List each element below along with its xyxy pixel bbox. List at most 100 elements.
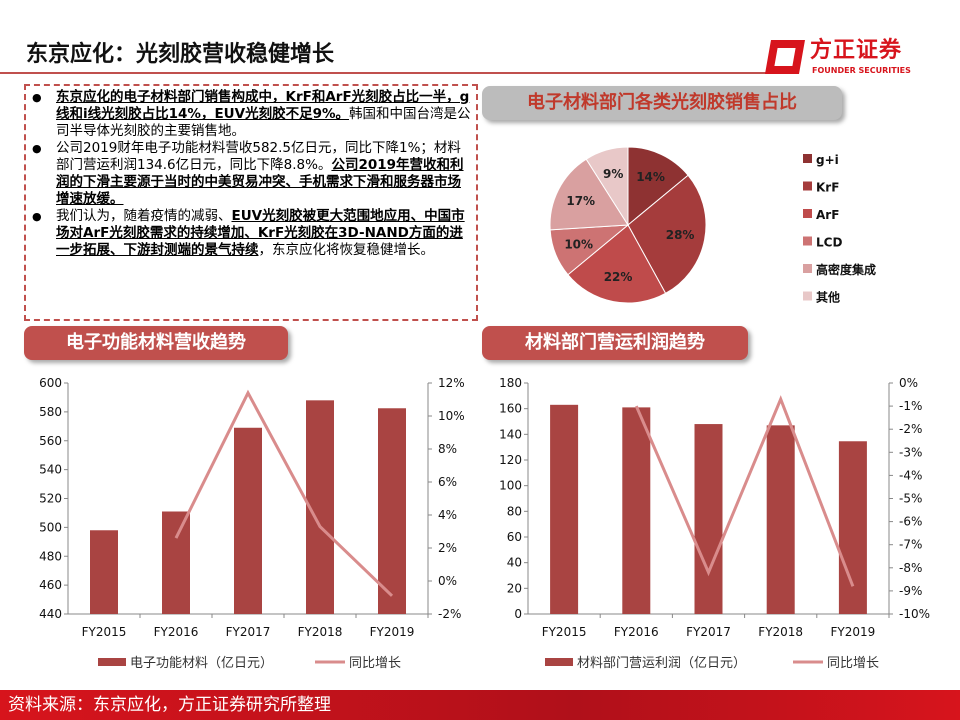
pie-data-label: 14% [636,170,665,184]
x-tick-label: FY2016 [614,625,659,639]
x-tick-label: FY2017 [686,625,731,639]
pie-slice [627,174,707,295]
y-tick-label: 460 [39,578,62,592]
x-tick-label: FY2019 [370,625,415,639]
y2-tick-label: 6% [438,475,457,489]
y-tick-label: 540 [39,463,62,477]
bullet-text: 东京应化的电子材料部门销售构成中，KrF和ArF光刻胶占比一半，g线和i线光刻胶… [56,89,470,122]
growth-line [634,395,855,587]
profit-chart: 180 160 140 120 100 80 60 40 20 0 0% -1% -2% -3% -4% -5… [499,376,930,671]
title-divider [0,72,770,74]
y2-tick-label: -2% [438,607,461,621]
bar [766,425,795,614]
y2-tick-label: -1% [899,399,922,413]
growth-line [174,389,394,597]
legend-line-label: 同比增长 [827,656,879,671]
y2-tick-label: 0% [438,574,457,588]
y2-tick-label: 4% [438,508,457,522]
y2-tick-label: -2% [899,422,922,436]
y2-tick-label: 10% [438,409,465,423]
page-title: 东京应化：光刻胶营收稳健增长 [26,42,335,67]
bar [162,511,190,614]
y-tick-label: 560 [39,434,62,448]
bar [694,424,723,614]
summary-bullets: 东京应化的电子材料部门销售构成中，KrF和ArF光刻胶占比一半，g线和i线光刻胶… [24,84,478,321]
bar [622,407,651,614]
x-tick-label: FY2015 [82,625,127,639]
x-tick-label: FY2018 [298,625,343,639]
section-title-revenue: 电子功能材料营收趋势 [24,326,288,360]
pie-data-label: 28% [666,228,695,242]
y-tick-label: 500 [39,520,62,534]
pie-data-label: 22% [604,270,633,284]
y2-tick-label: -10% [899,607,930,621]
legend-bar-label: 材料部门营运利润（亿日元） [577,656,746,671]
y2-tick-label: 8% [438,442,457,456]
y2-tick-label: 2% [438,541,457,555]
legend-line-label: 同比增长 [349,656,401,671]
y-tick-label: 40 [507,556,522,570]
y-tick-label: 600 [39,376,62,390]
legend-label: KrF [816,181,839,195]
source-footer: 资料来源：东京应化，方正证券研究所整理 [0,690,960,720]
legend-swatch [803,209,812,218]
x-tick-label: FY2019 [831,625,876,639]
y2-tick-label: -6% [899,515,922,529]
legend-bar-label: 电子功能材料（亿日元） [130,656,273,671]
legend-swatch [803,264,812,273]
y-tick-label: 60 [507,530,522,544]
pie-slice [627,146,689,227]
x-tick-label: FY2015 [542,625,587,639]
x-tick-label: FY2017 [226,625,271,639]
bullet-text: 韩国和中国台湾是公司半导体光刻胶的主要销售地。 [56,106,471,139]
pie-data-label: 10% [564,238,593,252]
y-tick-label: 120 [499,453,522,467]
y2-tick-label: -3% [899,445,922,459]
legend-label: g+i [816,153,839,167]
legend-swatch [803,236,812,246]
legend-label: 高密度集成 [816,262,876,277]
bullet-text: EUV光刻胶被更大范围地应用、中国市场对ArF光刻胶需求的持续增加、KrF光刻胶… [56,208,465,258]
legend-swatch [803,181,812,191]
pie-data-label: 17% [566,194,595,208]
logo-mark-icon [765,40,805,74]
bullet-text: 公司2019财年电子功能材料营收582.5亿日元，同比下降1%；材料部门营运利润… [56,140,461,173]
pie-slice [549,158,629,231]
bar [378,408,406,614]
y-tick-label: 440 [39,607,62,621]
y2-tick-label: -9% [899,584,922,598]
y-tick-label: 160 [499,402,522,416]
x-tick-label: FY2018 [758,625,803,639]
pie-slice [567,224,667,304]
pie-chart: 14% g+i 28% KrF 22% ArF 10% LCD 17% 高密度集成 9% 其他 [549,146,876,305]
y-tick-label: 140 [499,427,522,441]
bar [838,441,867,614]
section-title-profit: 材料部门营运利润趋势 [482,326,748,360]
bullet-text: 我们认为，随着疫情的减弱、 [56,208,232,224]
legend-swatch [803,291,812,301]
bar [90,530,118,614]
y-tick-label: 0 [514,607,522,621]
y-tick-label: 20 [507,581,522,595]
legend-bar-swatch [98,658,126,666]
bullet-item: 我们认为，随着疫情的减弱、EUV光刻胶被更大范围地应用、中国市场对ArF光刻胶需… [32,208,472,259]
bar [234,427,262,614]
y-tick-label: 580 [39,405,62,419]
y2-tick-label: 12% [438,376,465,390]
legend-label: 其他 [816,290,840,305]
revenue-chart: 600 580 560 540 520 500 480 460 440 12% 10% 8% 6% 4% 2… [39,376,465,671]
legend-label: ArF [816,208,839,222]
bullet-item: 公司2019财年电子功能材料营收582.5亿日元，同比下降1%；材料部门营运利润… [32,140,472,208]
y-tick-label: 180 [499,376,522,390]
section-title-pie: 电子材料部门各类光刻胶销售占比 [482,86,842,120]
y2-tick-label: -7% [899,538,922,552]
x-tick-label: FY2016 [154,625,199,639]
legend-label: LCD [816,236,842,250]
y2-tick-label: -8% [899,561,922,575]
y-tick-label: 100 [499,479,522,493]
pie-data-label: 9% [603,167,623,181]
founder-logo: 方正证券 FOUNDER SECURITIES [765,38,936,80]
legend-bar-swatch [545,658,573,666]
y-tick-label: 480 [39,549,62,563]
legend-swatch [803,154,812,163]
